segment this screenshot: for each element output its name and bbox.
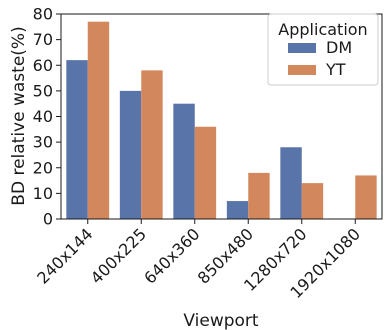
y-tick-label-50: 50 — [33, 81, 53, 100]
x-tick-label-400x225: 400x225 — [87, 224, 150, 287]
y-tick-label-20: 20 — [33, 158, 53, 177]
bar-dm-400x225 — [119, 90, 142, 220]
legend-swatch-dm — [288, 43, 316, 53]
y-tick-label-70: 70 — [33, 30, 53, 49]
y-tick-label-60: 60 — [33, 56, 53, 75]
y-tick-label-30: 30 — [33, 133, 53, 152]
x-tick-label-240x144: 240x144 — [33, 224, 96, 287]
y-tick-label-40: 40 — [33, 107, 53, 126]
legend: Application DM YT — [267, 13, 379, 86]
legend-label-dm: DM — [326, 38, 352, 57]
bar-dm-240x144 — [66, 60, 88, 220]
bar-yt-850x480 — [248, 172, 270, 220]
bar-yt-1920x1080 — [355, 175, 377, 219]
bar-yt-640x360 — [194, 126, 217, 219]
y-tick-label-10: 10 — [33, 184, 53, 203]
bar-dm-850x480 — [226, 201, 249, 219]
y-axis-label: BD relative waste(%) — [9, 26, 29, 205]
legend-swatch-yt — [288, 65, 316, 75]
y-axis: 0 10 20 30 40 50 60 70 80 — [33, 5, 61, 229]
y-tick-label-0: 0 — [43, 210, 53, 229]
x-axis-label: Viewport — [183, 311, 259, 330]
bar-yt-1280x720 — [301, 183, 324, 220]
legend-title: Application — [278, 20, 367, 39]
bars-group — [66, 21, 377, 220]
legend-label-yt: YT — [325, 60, 346, 79]
bar-dm-1280x720 — [280, 147, 302, 219]
x-tick-label-640x360: 640x360 — [140, 224, 203, 287]
plot-frame — [60, 13, 383, 220]
y-tick-label-80: 80 — [33, 5, 53, 24]
bar-yt-400x225 — [141, 70, 163, 220]
bar-dm-640x360 — [173, 103, 195, 219]
bar-yt-240x144 — [87, 21, 110, 219]
x-axis: 240x144400x225640x360850x4801280x7201920… — [33, 219, 364, 302]
